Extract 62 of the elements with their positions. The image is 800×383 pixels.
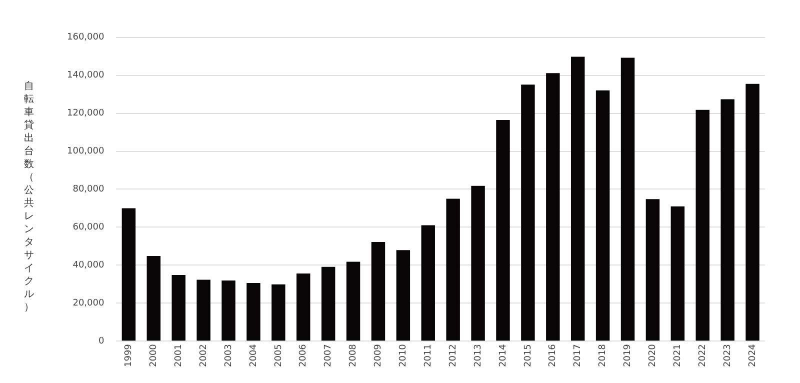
x-tick-label: 2008	[348, 344, 359, 367]
y-tick-label: 140,000	[67, 70, 104, 81]
x-tick-label: 2003	[224, 344, 234, 367]
y-tick-label: 80,000	[72, 184, 104, 195]
bar	[646, 199, 660, 341]
y-tick-label: 100,000	[67, 146, 104, 157]
x-tick-label: 2006	[298, 344, 309, 367]
text: 自転車貸出台数（公共レンタサイクル）	[24, 81, 34, 313]
x-tick-label: 2014	[498, 344, 508, 367]
x-tick-label: 2010	[398, 344, 409, 367]
x-tick-label: 2002	[198, 344, 209, 367]
bar	[196, 280, 210, 341]
bar	[222, 280, 236, 341]
x-tick-label: 2015	[523, 344, 534, 367]
y-tick-label: 40,000	[72, 260, 104, 271]
x-tick-label: 2018	[598, 344, 608, 367]
bar	[446, 198, 460, 341]
x-tick-label: 2000	[148, 344, 159, 367]
y-tick-label: 160,000	[67, 32, 104, 43]
bar	[146, 256, 161, 341]
bar	[272, 284, 286, 341]
y-tick-label: 0	[98, 336, 104, 346]
x-tick-label: 2011	[423, 344, 434, 367]
x-tick-label: 2019	[623, 344, 634, 367]
bar	[421, 225, 435, 341]
x-tick-label: 2020	[648, 344, 658, 367]
bar	[346, 262, 360, 341]
x-tick-label: 1999	[124, 344, 134, 367]
x-tick-label: 2009	[374, 344, 384, 367]
x-tick-label: 2012	[448, 344, 458, 367]
bar	[521, 84, 535, 341]
x-tick-label: 2016	[548, 344, 558, 367]
bar	[296, 274, 310, 341]
x-tick-label: 2024	[748, 344, 758, 367]
y-tick-label: 20,000	[72, 298, 104, 308]
x-tick-label: 2007	[324, 344, 334, 367]
x-tick-label: 2023	[722, 344, 733, 367]
bar	[570, 56, 585, 341]
x-tick-label: 2021	[673, 344, 684, 367]
bar	[546, 73, 560, 341]
x-tick-label: 2005	[274, 344, 284, 367]
bar	[471, 186, 485, 341]
y-tick-label: 120,000	[67, 108, 104, 119]
bar	[670, 206, 685, 341]
bar	[371, 242, 386, 341]
bar	[596, 90, 610, 341]
bar	[321, 266, 336, 341]
bar	[696, 110, 710, 341]
y-tick-label: 60,000	[72, 222, 104, 233]
x-tick-label: 2022	[698, 344, 708, 367]
bar	[396, 250, 410, 341]
bar	[172, 275, 186, 341]
x-tick-label: 2004	[248, 344, 259, 367]
bar	[246, 283, 260, 341]
x-tick-label: 2001	[174, 344, 184, 367]
bar	[122, 208, 136, 341]
bar	[720, 99, 734, 341]
bar	[746, 84, 760, 341]
bar	[620, 58, 635, 341]
bar	[496, 120, 510, 341]
x-tick-label: 2017	[573, 344, 584, 367]
x-tick-label: 2013	[473, 344, 484, 367]
